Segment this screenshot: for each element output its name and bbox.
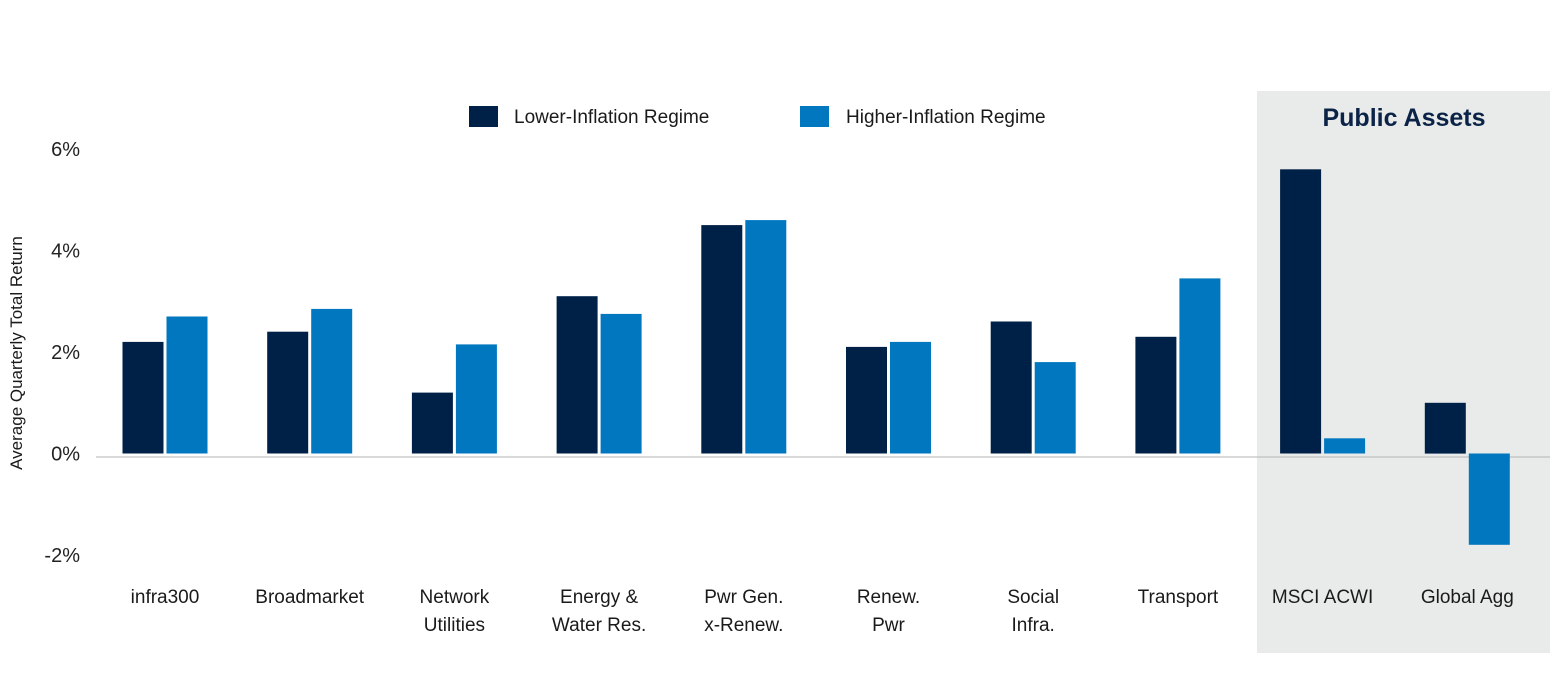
bar-higher-inflation <box>745 220 787 454</box>
legend-swatch-higher-inflation <box>800 106 829 127</box>
bar-higher-inflation <box>455 344 497 454</box>
bar-higher-inflation <box>890 341 931 454</box>
bar-lower-inflation <box>411 392 453 454</box>
bar-lower-inflation <box>990 321 1032 454</box>
bar-lower-inflation <box>556 296 598 454</box>
category-label: infra300 <box>131 587 200 608</box>
y-tick-label: 0% <box>51 444 80 466</box>
bar-lower-inflation <box>267 331 309 454</box>
bar-higher-inflation <box>1324 438 1366 454</box>
category-label: Transport <box>1138 587 1219 608</box>
bar-lower-inflation <box>1280 169 1322 454</box>
bar-higher-inflation <box>600 313 642 454</box>
legend-label-higher-inflation: Higher-Inflation Regime <box>846 107 1046 128</box>
category-label: Network Utilities <box>420 587 490 636</box>
bar-higher-inflation <box>1034 362 1076 454</box>
category-label: Energy & Water Res. <box>552 587 646 636</box>
y-tick-label: 6% <box>51 139 80 161</box>
bar-lower-inflation <box>846 346 887 454</box>
bar-lower-inflation <box>1424 402 1466 454</box>
bar-lower-inflation <box>1135 336 1177 454</box>
category-label: Renew. Pwr <box>857 587 920 636</box>
y-tick-label: 4% <box>51 241 80 263</box>
legend: Lower-Inflation Regime Higher-Inflation … <box>469 106 1046 128</box>
y-tick-labels: 6% 4% 2% 0% -2% <box>44 139 80 567</box>
bar-higher-inflation <box>1468 453 1510 545</box>
y-axis-label: Average Quarterly Total Return <box>7 236 26 470</box>
legend-swatch-lower-inflation <box>469 106 498 127</box>
legend-label-lower-inflation: Lower-Inflation Regime <box>514 107 709 128</box>
bar-lower-inflation <box>122 341 164 454</box>
y-tick-label: -2% <box>44 545 80 567</box>
category-labels: infra300 Broadmarket Network Utilities Energ… <box>131 587 1514 636</box>
bars <box>122 169 1510 545</box>
category-label: Global Agg <box>1421 587 1514 608</box>
category-label: Social Infra. <box>1007 587 1059 636</box>
category-label: Pwr Gen. x-Renew. <box>704 587 783 636</box>
y-tick-label: 2% <box>51 342 80 364</box>
category-label: MSCI ACWI <box>1272 587 1373 608</box>
bar-higher-inflation <box>311 308 353 454</box>
category-label: Broadmarket <box>255 587 364 608</box>
bar-higher-inflation <box>166 316 208 454</box>
bar-higher-inflation <box>1179 278 1221 454</box>
bar-lower-inflation <box>701 225 743 454</box>
public-assets-title: Public Assets <box>1322 104 1485 132</box>
